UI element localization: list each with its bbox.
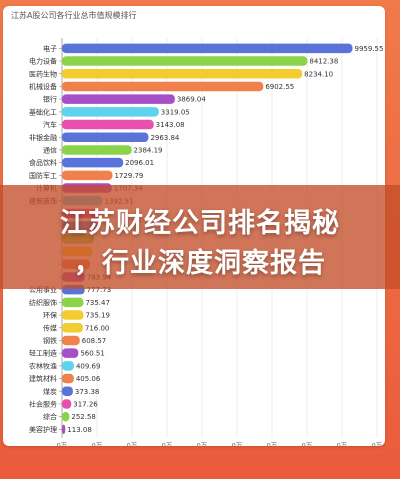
value-label: 3319.05 — [161, 108, 190, 116]
value-label: 735.47 — [85, 299, 110, 307]
value-label: 252.58 — [71, 413, 96, 421]
x-tick-label: 0万 — [302, 442, 313, 446]
category-label: 农林牧渔 — [29, 361, 57, 370]
category-label: 纺织服饰 — [29, 298, 57, 307]
bar — [62, 348, 79, 358]
value-label: 405.06 — [76, 375, 101, 383]
category-label: 电子 — [43, 44, 57, 53]
bar — [62, 323, 83, 333]
headline-banner: 江苏财经公司排名揭秘 ，行业深度洞察报告 — [0, 185, 400, 289]
bar — [62, 297, 84, 308]
value-label: 317.26 — [73, 400, 98, 408]
category-label: 公用事业 — [29, 285, 57, 294]
category-label: 环保 — [43, 311, 57, 320]
value-label: 8412.38 — [309, 58, 338, 66]
bar — [62, 119, 154, 130]
value-label: 9959.55 — [354, 45, 383, 53]
category-label: 非银金融 — [29, 133, 57, 142]
x-tick-label: 0万 — [232, 442, 243, 446]
value-label: 6902.55 — [265, 83, 294, 91]
value-label: 2963.84 — [150, 134, 179, 142]
bar — [62, 399, 72, 409]
value-label: 560.51 — [80, 350, 105, 358]
value-label: 2096.01 — [125, 159, 154, 167]
bar — [62, 424, 66, 435]
bar — [62, 170, 113, 181]
value-label: 373.38 — [75, 388, 100, 396]
value-label: 409.69 — [76, 362, 101, 370]
category-label: 传媒 — [43, 323, 57, 332]
bar — [62, 107, 159, 117]
bar — [62, 361, 74, 371]
category-label: 电力设备 — [29, 57, 57, 66]
bar — [62, 310, 84, 320]
x-tick-label: 0万 — [197, 442, 208, 446]
x-tick-label: 0万 — [92, 442, 103, 446]
category-label: 轻工制造 — [29, 349, 57, 358]
bar — [62, 43, 353, 54]
value-label: 735.19 — [85, 312, 110, 320]
headline-line-1: 江苏财经公司排名揭秘 — [60, 208, 340, 239]
category-label: 机械设备 — [29, 82, 57, 91]
bar — [62, 411, 70, 422]
category-label: 汽车 — [43, 120, 57, 129]
bar — [62, 386, 73, 396]
category-label: 医药生物 — [29, 69, 57, 78]
value-label: 3869.04 — [177, 96, 206, 104]
category-label: 建筑材料 — [29, 374, 57, 383]
category-label: 食品饮料 — [29, 158, 57, 167]
chart-title: 江苏A股公司各行业总市值规模排行 — [11, 11, 137, 20]
category-label: 通信 — [43, 145, 57, 154]
value-label: 3143.08 — [156, 121, 185, 129]
x-tick-label: 0万 — [57, 442, 68, 446]
category-label: 煤炭 — [43, 387, 57, 396]
value-label: 608.57 — [82, 337, 107, 345]
value-label: 1729.79 — [114, 172, 143, 180]
x-tick-label: 0万 — [127, 442, 138, 446]
category-label: 综合 — [43, 412, 57, 421]
x-tick-label: 0万 — [267, 442, 278, 446]
bar — [62, 56, 308, 66]
bar — [62, 145, 132, 155]
value-label: 8234.10 — [304, 70, 333, 78]
x-tick-label: 0万 — [337, 442, 348, 446]
bar — [62, 94, 175, 104]
bar — [62, 157, 124, 168]
headline-line-2: ，行业深度洞察报告 — [74, 248, 326, 279]
value-label: 2384.19 — [134, 146, 163, 154]
x-tick-label: 0万 — [372, 442, 383, 446]
category-label: 钢铁 — [43, 336, 57, 345]
x-tick-label: 0万 — [162, 442, 173, 446]
bar — [62, 373, 74, 384]
bar — [62, 69, 303, 79]
value-label: 113.08 — [67, 426, 92, 434]
value-label: 777.73 — [87, 286, 112, 294]
category-label: 社会服务 — [29, 399, 57, 408]
category-label: 银行 — [43, 95, 57, 104]
bar — [62, 335, 80, 346]
bar — [62, 132, 149, 142]
category-label: 国防军工 — [29, 171, 57, 180]
category-label: 基础化工 — [29, 107, 57, 116]
bar — [62, 81, 264, 92]
category-label: 美容护理 — [29, 425, 57, 434]
value-label: 716.00 — [85, 324, 110, 332]
